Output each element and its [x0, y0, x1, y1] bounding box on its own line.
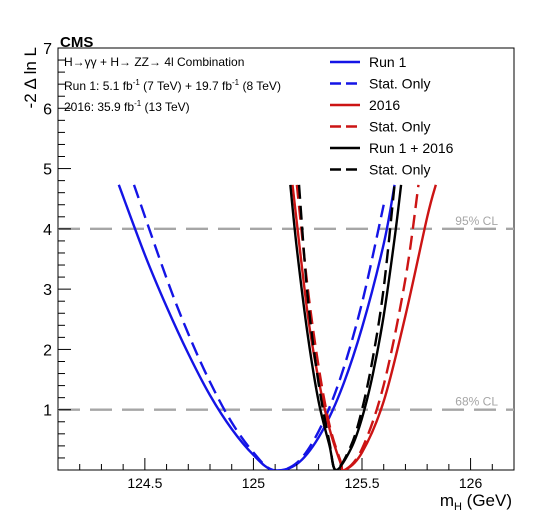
series-line-5-stat-only	[297, 184, 396, 470]
legend: Run 1 Stat. Only 2016 Stat. Only Run 1 + 201…	[330, 54, 454, 178]
confidence-level-lines: 95% CL 68% CL	[58, 214, 514, 411]
cl-label-95-cl: 95% CL	[455, 214, 498, 228]
x-tick-label-125: 125	[242, 475, 266, 491]
y-tick-label-1: 1	[43, 403, 52, 420]
y-tick-label-2: 2	[43, 342, 52, 359]
x-tick-label-125-5: 125.5	[344, 475, 379, 491]
y-tick-label-4: 4	[43, 222, 52, 239]
x-tick-label-124-5: 124.5	[127, 475, 162, 491]
legend-label-0-run-1: Run 1	[369, 54, 407, 70]
series-line-3-stat-only	[295, 184, 420, 470]
legend-label-5-stat-only: Stat. Only	[369, 162, 430, 178]
y-tick-label-3: 3	[43, 282, 52, 299]
y-tick-label-5: 5	[43, 162, 52, 179]
series-line-1-stat-only	[132, 184, 385, 470]
series-line-0-run-1	[117, 184, 396, 470]
process-annotation: H→γγ + H→ ZZ→ 4l Combination	[64, 55, 244, 69]
run2016-luminosity-annotation: 2016: 35.9 fb-1 (13 TeV)	[64, 99, 190, 114]
chart-annotations: CMS H→γγ + H→ ZZ→ 4l Combination Run 1: …	[21, 34, 512, 513]
likelihood-curves	[117, 184, 437, 470]
experiment-label: CMS	[60, 34, 93, 51]
y-tick-label-7: 7	[43, 41, 52, 58]
cl-label-68-cl: 68% CL	[455, 395, 498, 409]
x-axis-label: mH (GeV)	[440, 491, 512, 513]
legend-label-3-stat-only: Stat. Only	[369, 119, 430, 135]
x-tick-label-126: 126	[459, 475, 483, 491]
y-tick-label-6: 6	[43, 101, 52, 118]
legend-label-1-stat-only: Stat. Only	[369, 76, 430, 92]
legend-label-4-run-1-2016: Run 1 + 2016	[369, 140, 454, 156]
y-axis-label: -2 Δ ln L	[21, 47, 40, 108]
legend-label-2-2016: 2016	[369, 97, 400, 113]
run1-luminosity-annotation: Run 1: 5.1 fb-1 (7 TeV) + 19.7 fb-1 (8 T…	[64, 78, 281, 93]
axes: 124.5 125 125.5 126 1 2 3 4 5 6 7	[43, 41, 515, 491]
series-line-4-run-1-2016	[289, 184, 403, 470]
